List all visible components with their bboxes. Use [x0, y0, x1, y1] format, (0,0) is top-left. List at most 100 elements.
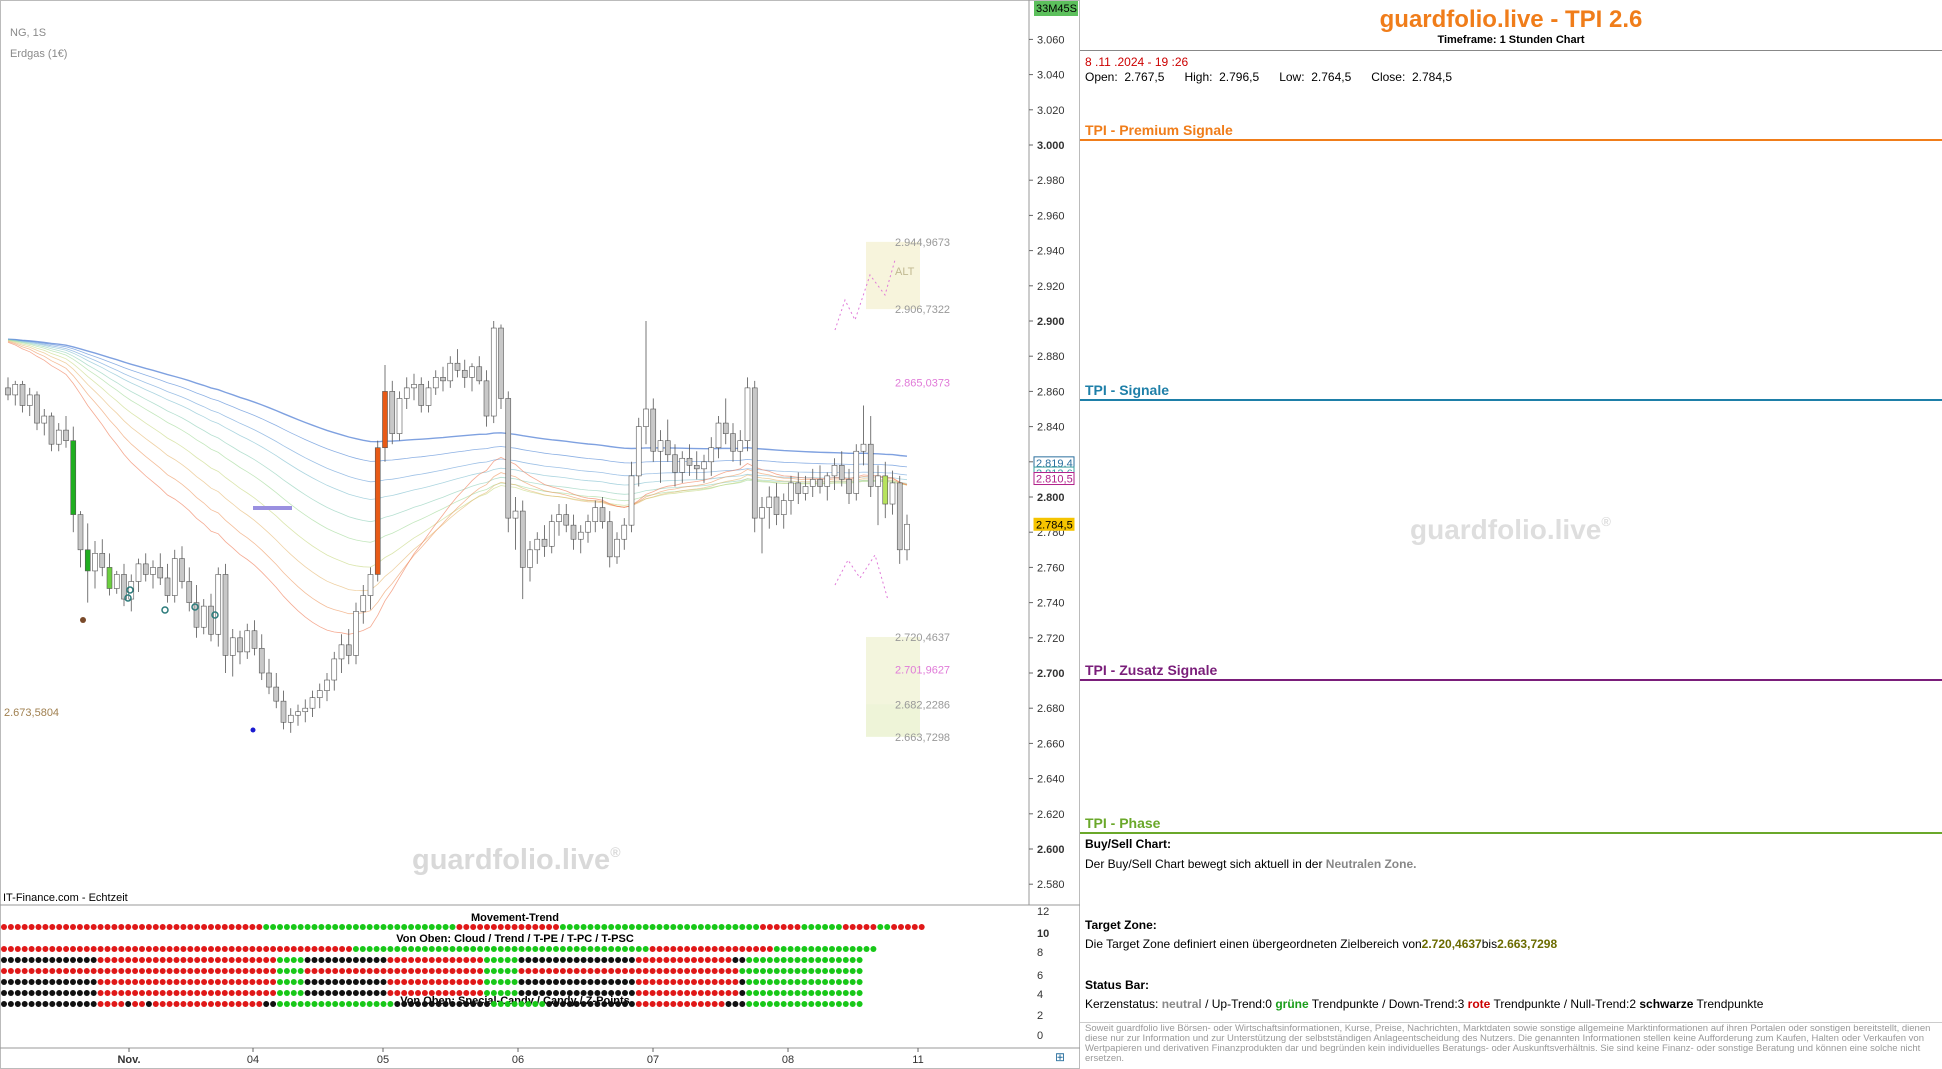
trend-dot	[201, 924, 208, 930]
trend-dot	[221, 990, 228, 996]
trend-dot	[766, 1001, 773, 1007]
candle-body	[708, 447, 715, 463]
trend-dot	[118, 979, 125, 985]
candle-body	[92, 553, 98, 572]
trend-dot	[332, 990, 339, 996]
trend-dot	[214, 1001, 221, 1007]
trend-dot	[760, 957, 766, 963]
trend-dot	[359, 924, 366, 930]
trend-dot	[145, 968, 152, 974]
y-tick-label: 3.000	[1037, 140, 1065, 152]
trend-dot	[83, 968, 90, 974]
trend-dot	[152, 1001, 159, 1007]
y-tick-label: 2.760	[1037, 562, 1065, 574]
trend-dot	[139, 990, 145, 996]
signal-markers	[80, 259, 896, 733]
trend-dot	[132, 990, 139, 996]
trend-dot	[484, 946, 490, 952]
z-point-marker	[211, 611, 219, 619]
candle-body	[498, 327, 504, 399]
trend-dot	[28, 979, 35, 985]
trend-dot	[746, 990, 753, 996]
trend-dot	[14, 957, 21, 963]
trend-dot	[649, 990, 656, 996]
x-tick-label: 08	[782, 1054, 794, 1066]
trend-dot	[670, 979, 677, 985]
trend-dot	[228, 924, 235, 930]
trend-dot	[477, 968, 484, 974]
trend-dot	[587, 990, 594, 996]
trend-dot	[463, 957, 470, 963]
candle-body	[353, 611, 359, 656]
trend-dot	[194, 990, 201, 996]
trend-dot	[373, 979, 380, 985]
price-tags: 2.819,42.813,62.810,52.784,5	[1033, 456, 1075, 531]
trend-dot	[497, 1001, 504, 1007]
trend-dot	[173, 968, 180, 974]
trend-dot	[822, 924, 829, 930]
candle-body	[461, 369, 468, 378]
trend-dot	[297, 924, 304, 930]
candle-body	[280, 700, 287, 723]
candle-body	[737, 440, 744, 452]
trend-dot	[270, 979, 277, 985]
trend-dot	[118, 924, 125, 930]
trend-dot	[504, 1001, 511, 1007]
trend-dot	[35, 968, 42, 974]
trend-dot	[277, 990, 283, 996]
trend-dot	[615, 946, 622, 952]
trend-dot	[442, 979, 449, 985]
trend-dot	[760, 990, 766, 996]
trend-dot	[739, 946, 746, 952]
chart-settings-icon[interactable]: ⊞	[1055, 1050, 1065, 1064]
trend-dot	[808, 957, 815, 963]
trend-dot	[401, 1001, 408, 1007]
y-tick-label: 2.600	[1037, 844, 1065, 856]
trend-dot	[780, 990, 787, 996]
trend-dot	[228, 979, 235, 985]
trend-dot	[780, 957, 787, 963]
trend-dot	[794, 1001, 801, 1007]
trend-dot	[829, 990, 835, 996]
y-axis: 3.060 3.040 3.020 3.000 2.980 2.960 2.940 2.920…	[1028, 0, 1065, 905]
disclaimer: Soweit guardfolio live Börsen- oder Wirt…	[1085, 1023, 1931, 1064]
trend-dot	[559, 957, 566, 963]
candle-body	[904, 523, 910, 551]
trend-dot	[366, 979, 373, 985]
price-chart[interactable]: 2.944,9673 2.906,7322 2.865,0373 2.720,4637…	[0, 0, 1080, 1069]
target-level-label: 2.720,4637	[895, 632, 950, 644]
trend-dot	[546, 990, 553, 996]
trend-dot	[635, 990, 642, 996]
trend-dot	[132, 957, 139, 963]
trend-dot	[159, 979, 166, 985]
section-zusatz-signale: TPI - Zusatz Signale	[1085, 662, 1218, 678]
trend-dot	[325, 990, 332, 996]
trend-dot	[753, 979, 760, 985]
trend-dot	[504, 946, 511, 952]
trend-dot	[518, 990, 525, 996]
trend-dot	[704, 968, 711, 974]
trend-dot	[125, 1001, 132, 1007]
candle-body	[121, 574, 127, 600]
trend-dot	[546, 946, 553, 952]
candle-body	[70, 440, 77, 515]
trend-dot	[573, 957, 580, 963]
trend-dot	[656, 1001, 663, 1007]
trend-dot	[435, 979, 442, 985]
trend-dot	[49, 990, 56, 996]
candle-body	[867, 443, 874, 487]
trend-dot	[456, 990, 463, 996]
trend-dot	[359, 968, 366, 974]
trend-dot	[70, 990, 76, 996]
trend-dot	[849, 990, 856, 996]
candle-body	[751, 387, 758, 519]
trend-dot	[194, 946, 201, 952]
trend-dot	[794, 968, 801, 974]
status-black: schwarze	[1639, 997, 1694, 1011]
trend-dot	[663, 990, 670, 996]
trend-dot	[566, 924, 573, 930]
trend-dot	[842, 979, 849, 985]
trend-dot	[380, 1001, 387, 1007]
trend-dot	[794, 990, 801, 996]
trend-dot	[766, 990, 773, 996]
